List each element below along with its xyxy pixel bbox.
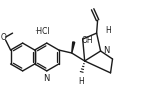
Text: ·HCl: ·HCl (35, 27, 50, 36)
Text: N: N (104, 46, 110, 55)
Text: O: O (0, 33, 6, 42)
Polygon shape (72, 42, 75, 53)
Text: OH: OH (82, 36, 93, 45)
Text: N: N (44, 74, 50, 83)
Text: H: H (78, 77, 84, 86)
Text: H: H (106, 26, 111, 35)
